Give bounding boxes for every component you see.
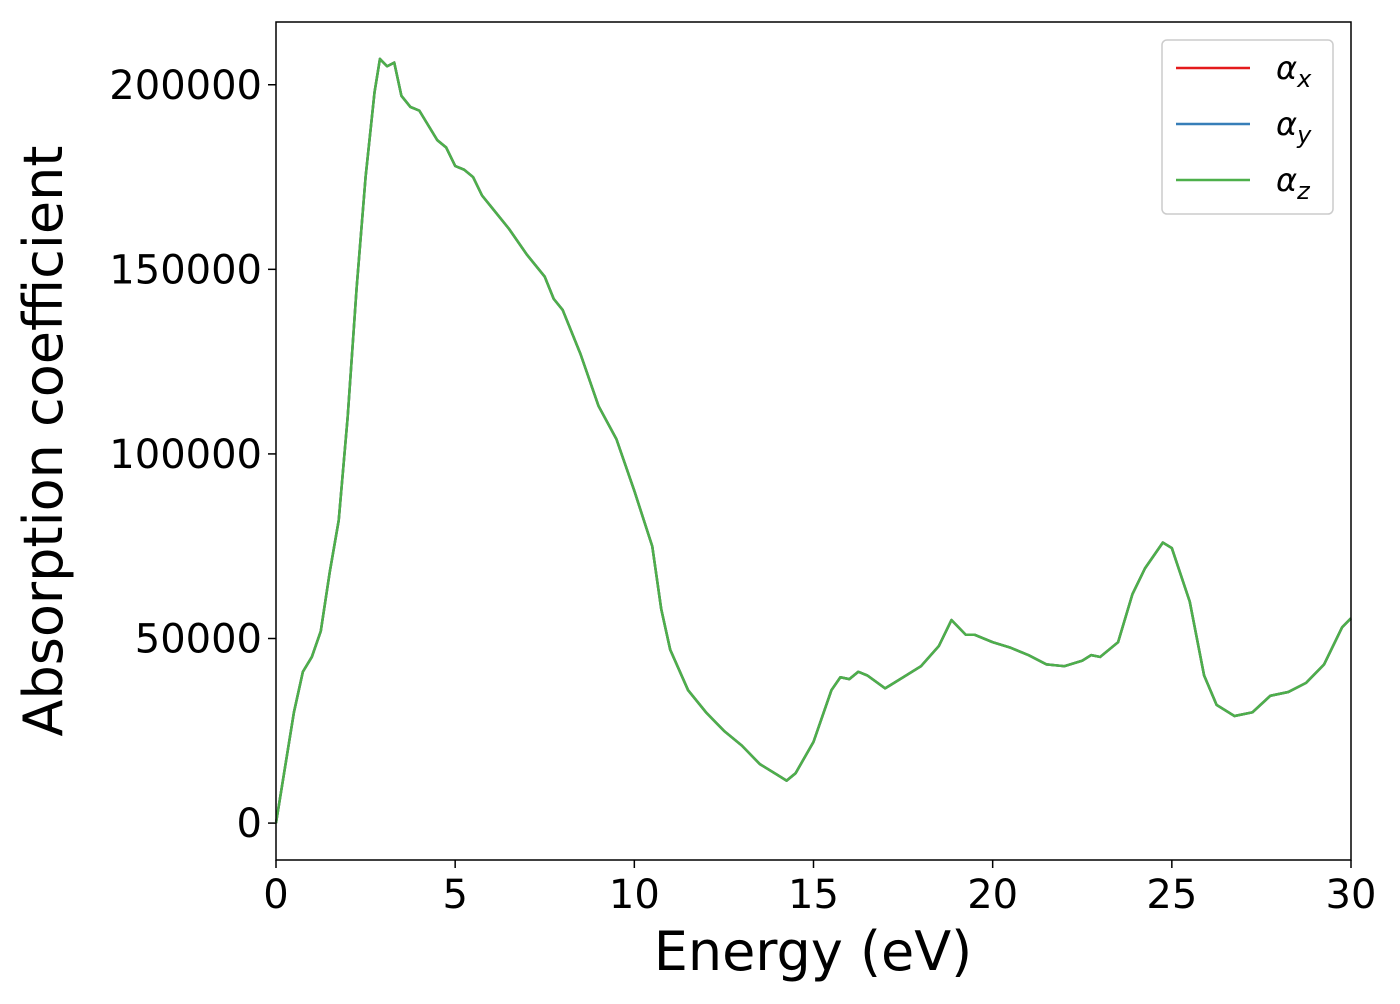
legend-box bbox=[1161, 39, 1334, 215]
x-tick-label: 0 bbox=[263, 872, 288, 918]
y-axis-label: Absorption coefficient bbox=[12, 146, 75, 737]
legend-label: αx bbox=[1276, 49, 1312, 93]
x-tick-label: 25 bbox=[1146, 872, 1197, 918]
x-tick-label: 20 bbox=[967, 872, 1018, 918]
legend-label: αz bbox=[1276, 161, 1311, 205]
x-tick-label: 15 bbox=[788, 872, 839, 918]
x-tick-label: 10 bbox=[609, 872, 660, 918]
x-axis-label: Energy (eV) bbox=[654, 920, 973, 983]
data-line bbox=[274, 57, 1352, 824]
legend-label: αy bbox=[1276, 105, 1312, 149]
x-tick-label: 30 bbox=[1326, 872, 1377, 918]
y-tick-label: 0 bbox=[237, 801, 262, 847]
x-tick-label: 5 bbox=[442, 872, 467, 918]
y-tick-label: 100000 bbox=[109, 432, 262, 478]
y-tick-label: 150000 bbox=[109, 247, 262, 293]
y-tick-label: 200000 bbox=[109, 63, 262, 109]
plot-frame bbox=[275, 21, 1352, 861]
y-tick-label: 50000 bbox=[135, 617, 262, 663]
